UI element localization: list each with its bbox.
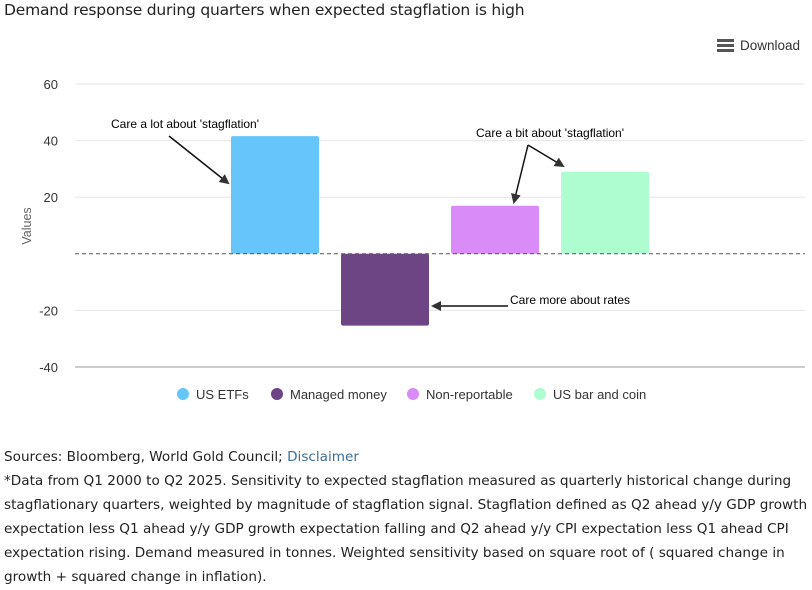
- annotation-arrow: [168, 135, 230, 185]
- chart-footer: Sources: Bloomberg, World Gold Council; …: [4, 445, 809, 589]
- legend: US ETFs Managed money Non-reportable US bar…: [177, 387, 646, 402]
- download-label: Download: [739, 38, 800, 53]
- download-button[interactable]: Download: [716, 38, 800, 53]
- footnote-text: *Data from Q1 2000 to Q2 2025. Sensitivi…: [4, 473, 808, 585]
- sources-line: Sources: Bloomberg, World Gold Council; …: [4, 445, 809, 469]
- y-tick-label: -40: [39, 360, 58, 375]
- gridlines: [75, 83, 805, 368]
- legend-swatch: [407, 388, 419, 400]
- legend-swatch: [271, 388, 283, 400]
- y-tick-label: 60: [44, 77, 58, 92]
- legend-label: Non-reportable: [426, 387, 513, 402]
- legend-swatch: [177, 388, 189, 400]
- legend-label: US bar and coin: [553, 387, 646, 402]
- annotation-label: Care a bit about 'stagflation': [476, 126, 624, 140]
- annotation-label: Care a lot about 'stagflation': [111, 117, 259, 131]
- bar-managed-money[interactable]: [341, 253, 429, 326]
- hamburger-menu-icon: [716, 39, 734, 52]
- disclaimer-link[interactable]: Disclaimer: [287, 449, 359, 465]
- bars: [231, 136, 649, 326]
- legend-swatch: [534, 388, 546, 400]
- y-axis-label: Values: [20, 207, 34, 244]
- y-tick-label: 20: [44, 190, 58, 205]
- y-tick-label: -20: [39, 303, 58, 318]
- annotation-label: Care more about rates: [510, 293, 630, 307]
- y-tick-label: 40: [44, 134, 58, 149]
- bar-us-bar-and-coin[interactable]: [561, 171, 649, 254]
- bar-non-reportable[interactable]: [451, 205, 539, 254]
- annotations: Care a lot about 'stagflation' Care a bit…: [111, 117, 630, 311]
- bar-chart: 60 40 20 -20 -40 Values Care a lot about 'st…: [20, 77, 805, 402]
- annotation-arrow: [527, 144, 565, 168]
- chart-title: Demand response during quarters when exp…: [4, 1, 525, 19]
- y-axis-ticks: 60 40 20 -20 -40: [39, 77, 58, 375]
- annotation-arrow: [511, 144, 529, 204]
- sources-text: Sources: Bloomberg, World Gold Council;: [4, 449, 288, 465]
- legend-item-managed-money[interactable]: Managed money: [271, 387, 387, 402]
- bar-us-etfs[interactable]: [231, 136, 319, 254]
- legend-label: Managed money: [290, 387, 387, 402]
- legend-item-non-reportable[interactable]: Non-reportable: [407, 387, 513, 402]
- legend-item-us-bar-and-coin[interactable]: US bar and coin: [534, 387, 646, 402]
- legend-item-us-etfs[interactable]: US ETFs: [177, 387, 249, 402]
- legend-label: US ETFs: [196, 387, 249, 402]
